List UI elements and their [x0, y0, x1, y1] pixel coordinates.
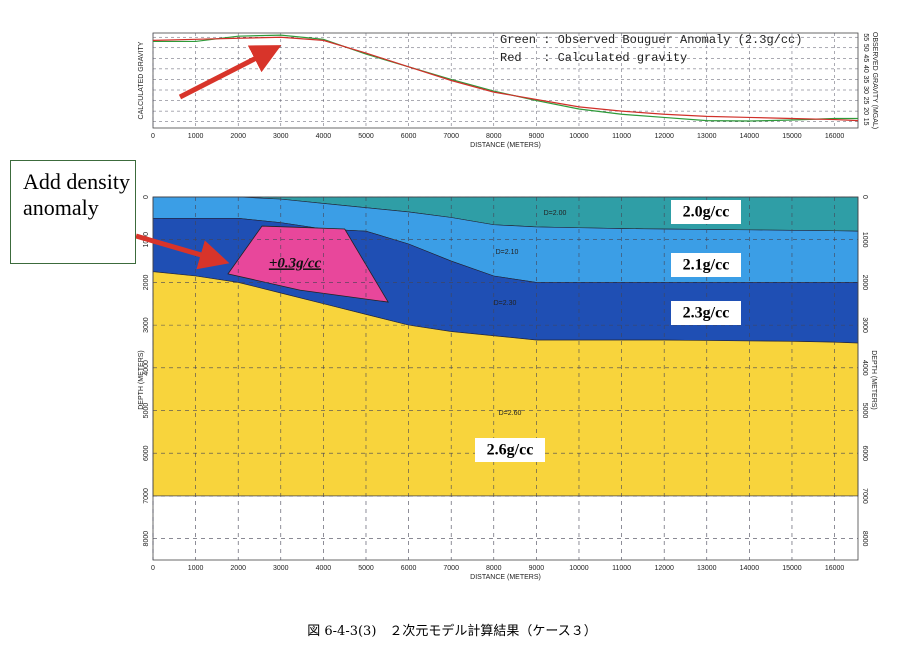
x-tick-label: 3000 [273, 565, 289, 572]
layer-name: D=2.30 [494, 300, 517, 307]
y2-axis-label: OBSERVED GRAVITY (MGAL) [871, 32, 878, 129]
y-tick-label: 6000 [143, 445, 150, 461]
label-box [671, 253, 741, 277]
y-axis-label: CALCULATED GRAVITY [138, 41, 145, 119]
x-tick-label: 7000 [443, 133, 459, 140]
x-tick-label: 5000 [358, 133, 374, 140]
label-box [671, 200, 741, 224]
y-tick-label: 3000 [861, 317, 868, 333]
x-tick-label: 15000 [782, 565, 802, 572]
label-box [671, 301, 741, 325]
x-tick-label: 13000 [697, 133, 717, 140]
x-tick-label: 3000 [273, 133, 289, 140]
x-tick-label: 9000 [529, 133, 545, 140]
x-tick-label: 11000 [612, 565, 631, 572]
layer-label: 2.1g/cc [683, 257, 730, 274]
x-tick-label: 16000 [825, 565, 845, 572]
x-tick-label: 12000 [654, 133, 674, 140]
x-tick-label: 10000 [569, 565, 589, 572]
x-tick-label: 7000 [443, 565, 459, 572]
plot-frame [152, 32, 859, 129]
x-tick-label: 1000 [188, 133, 204, 140]
data-line [153, 34, 858, 122]
anomaly-label: +0.3g/cc [269, 255, 322, 271]
x-tick-label: 9000 [529, 565, 545, 572]
y-tick-label: 3000 [143, 317, 150, 333]
y-tick-label: 7000 [861, 488, 868, 504]
y-tick-label: 40 [862, 65, 869, 73]
y-tick-label: 6000 [861, 445, 868, 461]
anomaly-body [227, 225, 389, 303]
y-tick-label: 0 [861, 195, 868, 199]
arrow [178, 45, 282, 100]
y-tick-label: 4000 [861, 360, 868, 376]
x-tick-label: 6000 [401, 565, 417, 572]
y-tick-label: 8000 [861, 531, 868, 547]
data-line [152, 36, 859, 122]
x-tick-label: 10000 [569, 133, 589, 140]
x-tick-label: 11000 [612, 133, 631, 140]
y-tick-label: 4000 [143, 360, 150, 376]
y-tick-label: 2000 [861, 275, 868, 291]
layer-name: D=2.10 [496, 249, 519, 256]
x-tick-label: 14000 [740, 133, 760, 140]
x-tick-label: 13000 [697, 565, 717, 572]
layer-label: 2.0g/cc [683, 204, 730, 221]
x-axis-label: DISTANCE (METERS) [470, 142, 541, 149]
x-tick-label: 14000 [740, 565, 760, 572]
x-tick-label: 16000 [825, 133, 845, 140]
x-tick-label: 2000 [230, 133, 246, 140]
x-tick-label: 0 [151, 565, 155, 572]
layer-name: D=2.60 [499, 410, 522, 417]
layer-label: 2.3g/cc [683, 305, 730, 322]
annotation: Add density anomaly [10, 160, 136, 264]
y-axis-label: DEPTH (METERS) [870, 350, 877, 410]
y-tick-label: 5000 [143, 403, 150, 419]
x-tick-label: 6000 [401, 133, 417, 140]
y-tick-label: 1000 [861, 232, 868, 248]
y-tick-label: 5000 [861, 403, 868, 419]
x-tick-label: 8000 [486, 133, 502, 140]
y-tick-label: 7000 [143, 488, 150, 504]
arrow [135, 233, 230, 270]
y-tick-label: 0 [143, 195, 150, 199]
x-tick-label: 4000 [316, 565, 332, 572]
x-axis-label: DISTANCE (METERS) [470, 574, 541, 581]
y-tick-label: 45 [862, 54, 869, 62]
y-tick-label: 50 [862, 44, 869, 52]
x-tick-label: 12000 [654, 565, 674, 572]
legend-entry: Red : Calculated gravity [500, 51, 687, 65]
y-tick-label: 15 [862, 118, 869, 126]
y-tick-label: 2000 [143, 275, 150, 291]
x-tick-label: 4000 [316, 133, 332, 140]
y-tick-label: 30 [862, 86, 869, 94]
x-tick-label: 2000 [230, 565, 246, 572]
x-tick-label: 0 [151, 133, 155, 140]
x-tick-label: 1000 [188, 565, 204, 572]
x-tick-label: 8000 [486, 565, 502, 572]
y-tick-label: 8000 [143, 531, 150, 547]
label-box [475, 438, 545, 462]
layer-label: 2.6g/cc [487, 442, 534, 459]
y-axis-label: DEPTH (METERS) [138, 350, 145, 410]
x-tick-label: 15000 [782, 133, 802, 140]
y-tick-label: 25 [862, 97, 869, 105]
y-tick-label: 20 [862, 107, 869, 115]
caption: 図 6-4-3(3) ２次元モデル計算結果（ケース３） [307, 624, 597, 639]
x-tick-label: 5000 [358, 565, 374, 572]
legend-entry: Green : Observed Bouguer Anomaly (2.3g/c… [500, 33, 802, 47]
y-tick-label: 55 [862, 33, 869, 41]
layer-name: D=2.00 [544, 210, 567, 217]
y-tick-label: 35 [862, 76, 869, 84]
